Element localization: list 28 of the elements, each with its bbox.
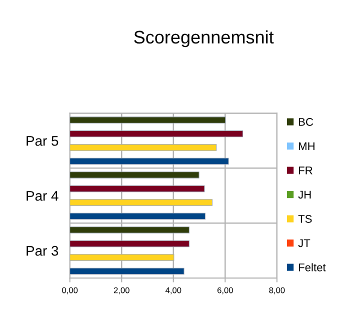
bar [70, 130, 244, 138]
legend-label: MH [298, 142, 314, 150]
x-tick-label: 0,00 [62, 287, 78, 294]
legend-label: BC [298, 118, 314, 126]
y-tick-label: Par 5 [26, 136, 58, 146]
bar [70, 240, 190, 248]
y-tick-label: Par 3 [26, 246, 58, 256]
x-tick-label: 6,00 [217, 287, 233, 294]
chart-title: Scoregennemsnit [134, 30, 274, 48]
legend-label: JT [298, 239, 310, 248]
legend-label: FR [298, 166, 312, 174]
x-tick-label: 4,00 [165, 287, 182, 294]
legend-label: JH [298, 190, 311, 199]
bar [70, 116, 226, 124]
x-tick-label: 2,00 [114, 287, 130, 294]
bar [70, 144, 217, 151]
legend-label: TS [298, 214, 312, 223]
y-tick-label: Par 4 [26, 191, 58, 201]
bar [70, 185, 205, 192]
bar [70, 172, 200, 178]
bar [70, 254, 174, 261]
bar [70, 268, 184, 275]
bar [70, 226, 190, 234]
bar [70, 158, 229, 165]
x-tick-label: 8,00 [269, 287, 285, 294]
bar [70, 199, 213, 206]
legend-label: Feltet [298, 263, 326, 272]
bar [70, 212, 206, 220]
